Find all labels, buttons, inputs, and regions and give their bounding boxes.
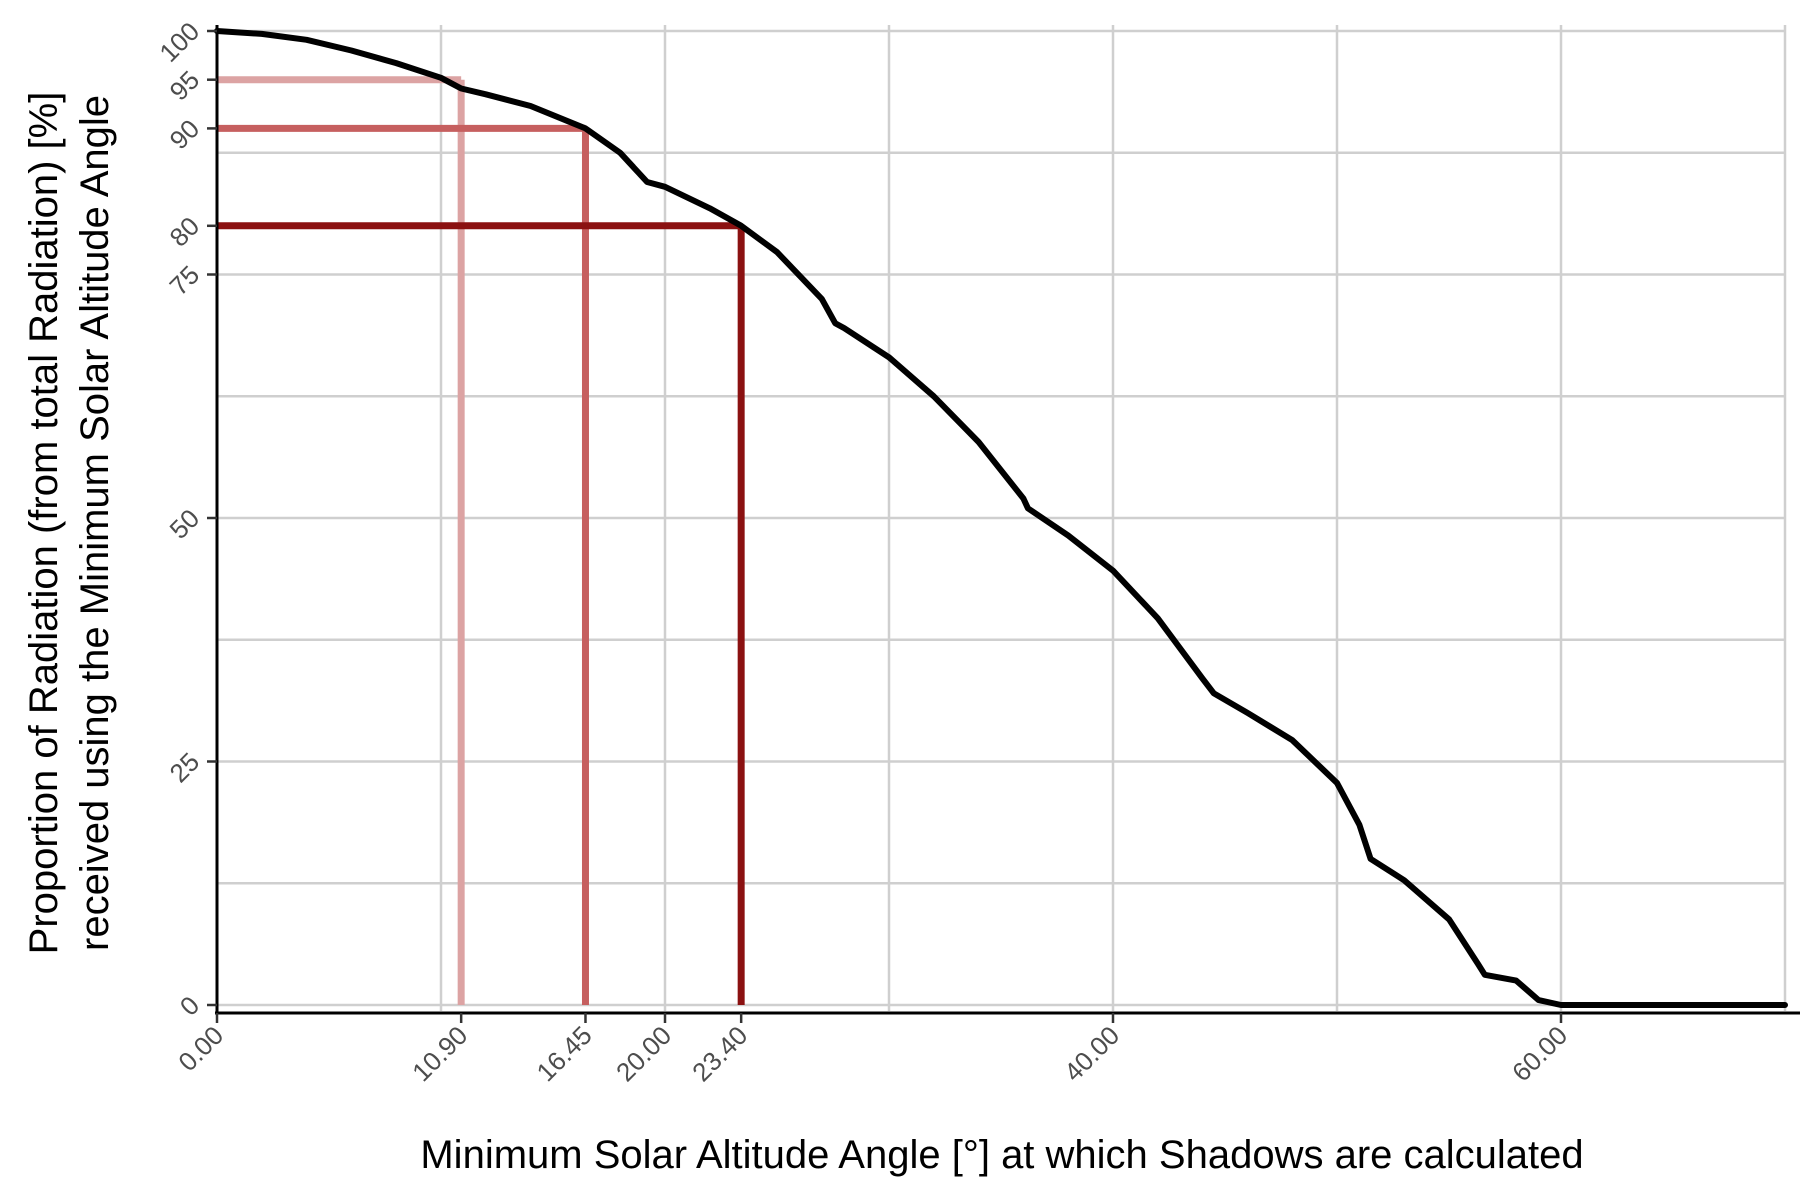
y-tick-label-1: 25	[164, 747, 206, 789]
grid	[215, 25, 1787, 1011]
y-tick-label-2: 50	[164, 503, 206, 545]
x-tick-labels: 0.00 10.90 16.45 20.00 23.40 40.00 60.00	[172, 1013, 1573, 1087]
y-tick-label-5: 90	[164, 113, 206, 155]
y-tick-label-6: 95	[164, 65, 206, 107]
x-tick-label-1: 10.90	[406, 1020, 473, 1087]
x-axis-title: Minimum Solar Altitude Angle [°] at whic…	[420, 1133, 1583, 1177]
x-tick-label-6: 60.00	[1506, 1020, 1573, 1087]
x-tick-label-2: 16.45	[530, 1020, 597, 1087]
x-tick-label-3: 20.00	[610, 1020, 677, 1087]
x-tick-label-5: 40.00	[1058, 1020, 1125, 1087]
y-axis-title-line1: Proportion of Radiation (from total Radi…	[22, 92, 66, 955]
x-tick-label-0: 0.00	[172, 1020, 229, 1077]
y-tick-label-7: 100	[153, 16, 205, 68]
y-axis-title-line2: received using the Minimum Solar Altitud…	[73, 95, 117, 951]
y-tick-label-3: 75	[164, 260, 206, 302]
series-group	[214, 28, 1788, 1008]
y-tick-label-4: 80	[164, 211, 206, 253]
y-tick-label-0: 0	[174, 990, 205, 1021]
x-tick-label-4: 23.40	[686, 1020, 753, 1087]
series-line-0	[214, 28, 1788, 1008]
